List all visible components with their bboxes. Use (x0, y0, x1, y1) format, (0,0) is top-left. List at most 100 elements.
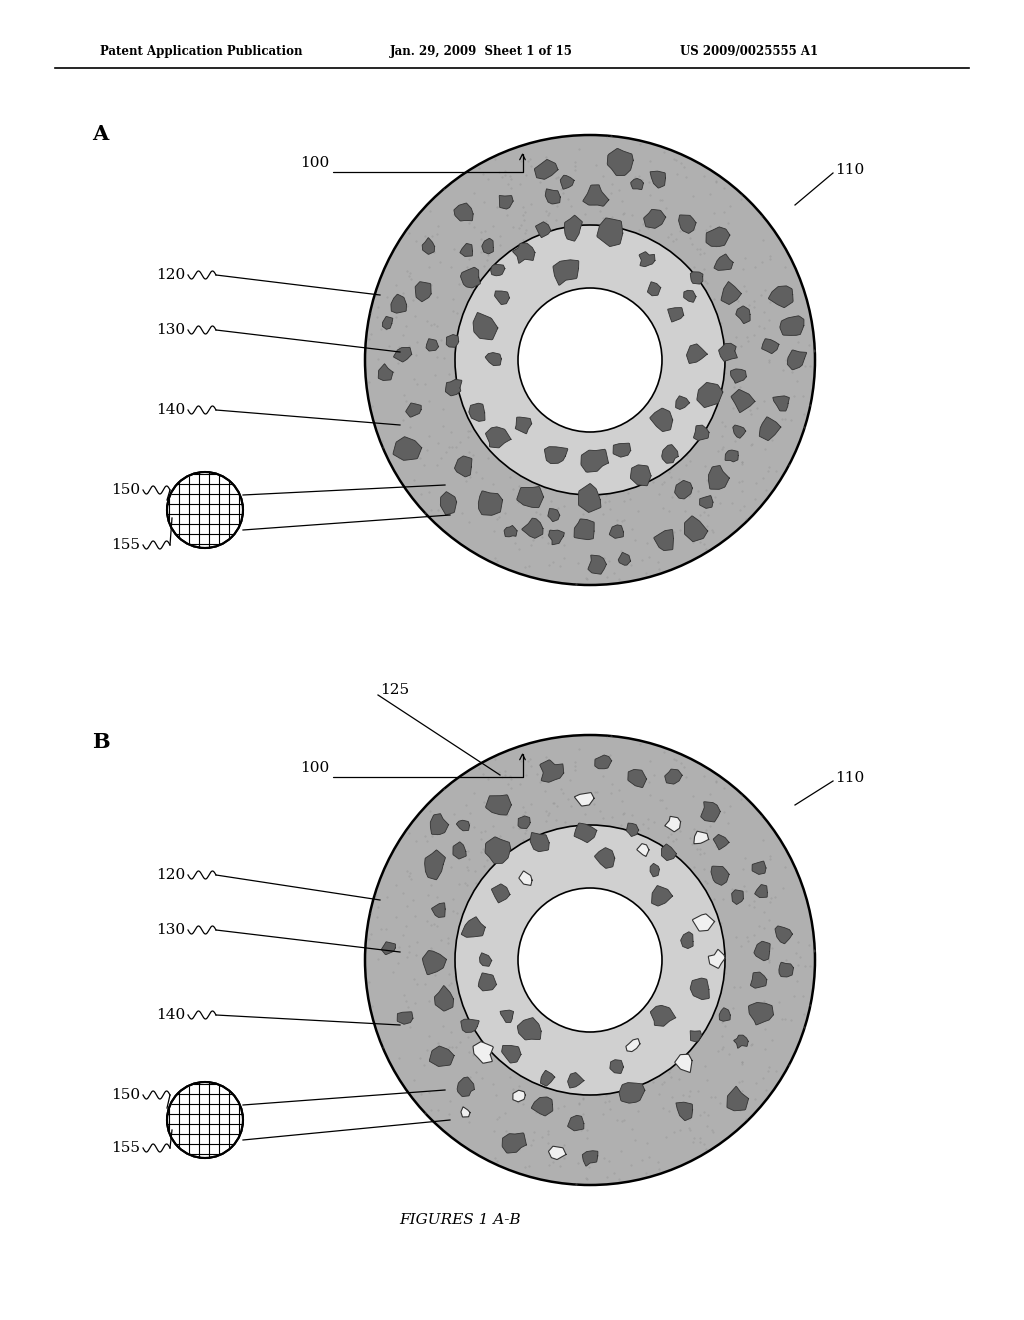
Polygon shape (709, 949, 725, 969)
Polygon shape (485, 352, 502, 366)
Polygon shape (397, 1011, 413, 1024)
Polygon shape (769, 286, 794, 308)
Polygon shape (749, 1003, 773, 1024)
Polygon shape (378, 364, 393, 380)
Text: 100: 100 (300, 156, 330, 170)
Polygon shape (500, 195, 513, 209)
Polygon shape (541, 1071, 555, 1086)
Polygon shape (780, 315, 804, 335)
Polygon shape (631, 465, 651, 486)
Text: Jan. 29, 2009  Sheet 1 of 15: Jan. 29, 2009 Sheet 1 of 15 (390, 45, 572, 58)
Polygon shape (760, 417, 781, 441)
Polygon shape (462, 917, 485, 937)
Polygon shape (461, 267, 480, 288)
Polygon shape (423, 950, 446, 974)
Polygon shape (478, 973, 497, 991)
Polygon shape (693, 425, 709, 441)
Circle shape (518, 888, 662, 1032)
Polygon shape (668, 308, 684, 322)
Text: 120: 120 (156, 268, 185, 282)
Polygon shape (714, 253, 733, 271)
Polygon shape (425, 850, 445, 880)
Polygon shape (391, 294, 407, 313)
Polygon shape (721, 281, 741, 305)
Polygon shape (574, 824, 597, 842)
Polygon shape (519, 871, 532, 886)
Polygon shape (675, 1055, 692, 1073)
Polygon shape (540, 760, 564, 783)
Polygon shape (548, 508, 560, 521)
Polygon shape (779, 962, 794, 977)
Polygon shape (513, 243, 535, 263)
Polygon shape (607, 149, 633, 176)
Polygon shape (681, 932, 693, 949)
Polygon shape (522, 519, 543, 539)
Polygon shape (731, 389, 755, 413)
Polygon shape (752, 861, 766, 874)
Polygon shape (690, 272, 702, 284)
Polygon shape (504, 525, 517, 537)
Circle shape (518, 288, 662, 432)
Polygon shape (694, 832, 709, 843)
Text: 140: 140 (156, 403, 185, 417)
Polygon shape (639, 252, 655, 267)
Polygon shape (515, 417, 531, 434)
Polygon shape (626, 1039, 640, 1052)
Polygon shape (440, 491, 457, 515)
Polygon shape (714, 834, 729, 850)
Polygon shape (574, 792, 594, 807)
Polygon shape (597, 218, 623, 247)
Polygon shape (754, 941, 770, 961)
Polygon shape (736, 306, 751, 323)
Polygon shape (613, 444, 631, 457)
Polygon shape (531, 1097, 553, 1115)
Polygon shape (709, 466, 729, 490)
Polygon shape (574, 519, 594, 540)
Polygon shape (382, 317, 393, 329)
Text: Patent Application Publication: Patent Application Publication (100, 45, 302, 58)
Polygon shape (426, 339, 438, 351)
Polygon shape (406, 403, 421, 417)
Polygon shape (725, 450, 738, 462)
Polygon shape (675, 480, 692, 499)
Polygon shape (700, 801, 720, 822)
Text: 120: 120 (156, 869, 185, 882)
Polygon shape (560, 176, 574, 189)
Text: 110: 110 (835, 162, 864, 177)
Polygon shape (461, 1019, 479, 1032)
Polygon shape (536, 222, 551, 238)
Polygon shape (482, 239, 494, 253)
Polygon shape (567, 1073, 584, 1088)
Polygon shape (457, 1077, 474, 1097)
Polygon shape (650, 863, 659, 876)
Polygon shape (485, 795, 511, 814)
Polygon shape (679, 215, 696, 234)
Polygon shape (719, 343, 737, 362)
Polygon shape (393, 437, 422, 461)
Polygon shape (415, 281, 431, 302)
Polygon shape (583, 1151, 598, 1166)
Polygon shape (787, 350, 807, 370)
Polygon shape (461, 1107, 470, 1117)
Polygon shape (676, 396, 689, 409)
Polygon shape (478, 491, 503, 515)
Polygon shape (697, 383, 723, 408)
Text: FIGURES 1 A-B: FIGURES 1 A-B (399, 1213, 521, 1228)
Polygon shape (711, 866, 729, 886)
Polygon shape (637, 843, 649, 857)
Polygon shape (733, 425, 745, 438)
Polygon shape (460, 243, 472, 256)
Polygon shape (581, 449, 608, 473)
Polygon shape (490, 264, 505, 276)
Polygon shape (567, 1115, 584, 1131)
Polygon shape (485, 837, 511, 863)
Polygon shape (627, 824, 639, 837)
Circle shape (455, 825, 725, 1096)
Polygon shape (454, 203, 473, 220)
Polygon shape (381, 942, 395, 954)
Polygon shape (430, 813, 449, 834)
Text: 155: 155 (111, 1140, 140, 1155)
Polygon shape (687, 345, 708, 363)
Polygon shape (662, 843, 677, 861)
Polygon shape (492, 884, 510, 903)
